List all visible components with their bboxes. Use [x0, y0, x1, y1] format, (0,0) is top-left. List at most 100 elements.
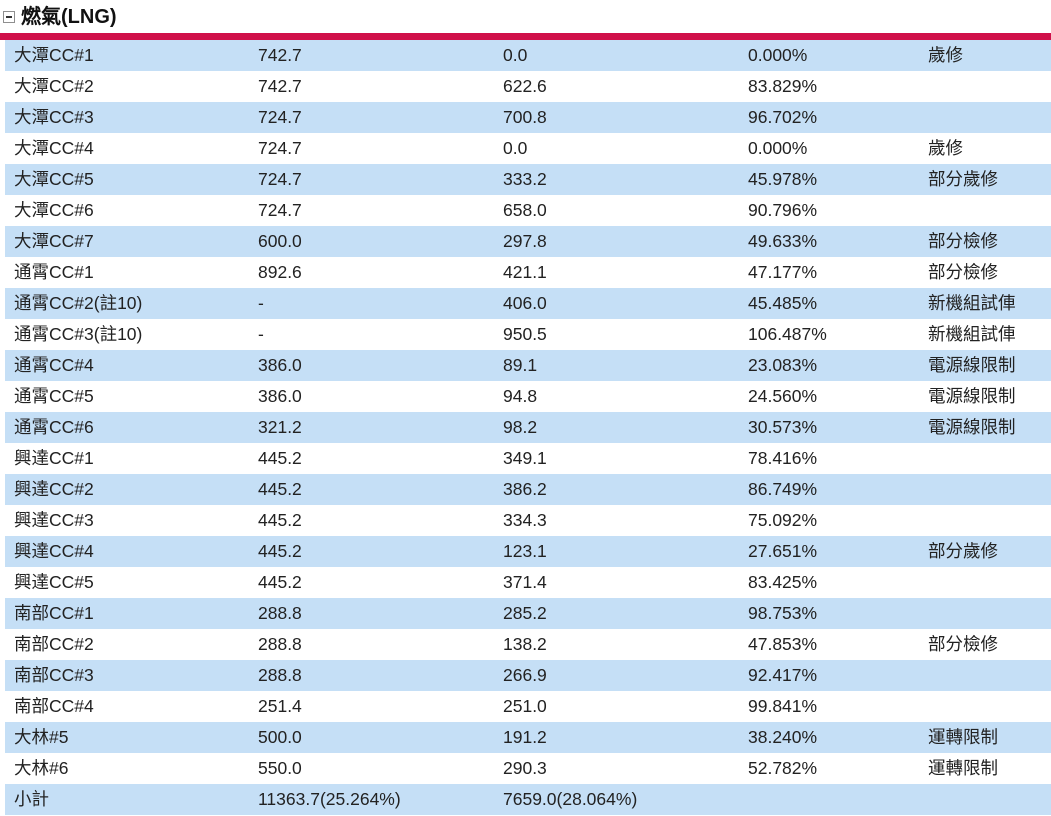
unit-name-cell: 興達CC#5 [14, 572, 94, 592]
table-row: 通霄CC#3(註10) - 950.5 106.487% 新機組試俥 [5, 319, 1051, 350]
unit-name-cell: 南部CC#1 [14, 603, 94, 623]
unit-name-cell: 南部CC#2 [14, 634, 94, 654]
percent-cell: 106.487% [748, 324, 827, 344]
table-row: 大潭CC#5 724.7 333.2 45.978% 部分歲修 [5, 164, 1051, 195]
note-cell: 歲修 [928, 138, 963, 158]
note-cell: 歲修 [928, 45, 963, 65]
output-cell: 297.8 [503, 231, 547, 251]
table-row: 通霄CC#6 321.2 98.2 30.573% 電源線限制 [5, 412, 1051, 443]
output-cell: 89.1 [503, 355, 538, 375]
note-cell: 部分歲修 [928, 541, 998, 561]
output-cell: 421.1 [503, 262, 547, 282]
table-row: 通霄CC#5 386.0 94.8 24.560% 電源線限制 [5, 381, 1051, 412]
percent-cell: 38.240% [748, 727, 818, 747]
table-row: 大潭CC#2 742.7 622.6 83.829% [5, 71, 1051, 102]
note-cell: 電源線限制 [928, 355, 1016, 375]
percent-cell: 78.416% [748, 448, 818, 468]
percent-cell: 0.000% [748, 45, 808, 65]
capacity-cell: 445.2 [258, 572, 302, 592]
table-row: 通霄CC#1 892.6 421.1 47.177% 部分檢修 [5, 257, 1051, 288]
capacity-cell: 445.2 [258, 541, 302, 561]
output-cell: 349.1 [503, 448, 547, 468]
unit-name-cell: 大林#6 [14, 758, 69, 778]
unit-name-cell: 小計 [14, 789, 49, 809]
capacity-cell: 288.8 [258, 665, 302, 685]
output-cell: 94.8 [503, 386, 538, 406]
unit-name-cell: 大林#5 [14, 727, 69, 747]
output-cell: 98.2 [503, 417, 538, 437]
table-row: 南部CC#3 288.8 266.9 92.417% [5, 660, 1051, 691]
capacity-cell: 600.0 [258, 231, 302, 251]
percent-cell: 96.702% [748, 107, 818, 127]
unit-name-cell: 大潭CC#1 [14, 45, 94, 65]
unit-name-cell: 興達CC#4 [14, 541, 94, 561]
percent-cell: 27.651% [748, 541, 818, 561]
note-cell: 新機組試俥 [928, 293, 1016, 313]
capacity-cell: 288.8 [258, 634, 302, 654]
percent-cell: 47.853% [748, 634, 818, 654]
percent-cell: 45.978% [748, 169, 818, 189]
percent-cell: 52.782% [748, 758, 818, 778]
table-row: 大潭CC#1 742.7 0.0 0.000% 歲修 [5, 40, 1051, 71]
unit-name-cell: 大潭CC#3 [14, 107, 94, 127]
output-cell: 0.0 [503, 45, 528, 65]
percent-cell: 47.177% [748, 262, 818, 282]
table-row: 興達CC#2 445.2 386.2 86.749% [5, 474, 1051, 505]
output-cell: 622.6 [503, 76, 547, 96]
percent-cell: 75.092% [748, 510, 818, 530]
percent-cell: 99.841% [748, 696, 818, 716]
note-cell: 部分歲修 [928, 169, 998, 189]
unit-name-cell: 興達CC#3 [14, 510, 94, 530]
capacity-cell: 892.6 [258, 262, 302, 282]
note-cell: 部分檢修 [928, 634, 998, 654]
table-row: 通霄CC#2(註10) - 406.0 45.485% 新機組試俥 [5, 288, 1051, 319]
capacity-cell: 445.2 [258, 448, 302, 468]
capacity-cell: 724.7 [258, 107, 302, 127]
capacity-cell: 742.7 [258, 45, 302, 65]
unit-name-cell: 南部CC#4 [14, 696, 94, 716]
section-title: 燃氣(LNG) [21, 5, 117, 28]
table-row: 大潭CC#3 724.7 700.8 96.702% [5, 102, 1051, 133]
table-row: 大林#5 500.0 191.2 38.240% 運轉限制 [5, 722, 1051, 753]
percent-cell: 92.417% [748, 665, 818, 685]
table-row: 大潭CC#4 724.7 0.0 0.000% 歲修 [5, 133, 1051, 164]
section-accent-bar [0, 33, 1051, 40]
output-cell: 285.2 [503, 603, 547, 623]
table-row: 興達CC#1 445.2 349.1 78.416% [5, 443, 1051, 474]
output-cell: 266.9 [503, 665, 547, 685]
percent-cell: 45.485% [748, 293, 818, 313]
output-cell: 7659.0(28.064%) [503, 789, 638, 809]
percent-cell: 86.749% [748, 479, 818, 499]
section-header: 燃氣(LNG) [0, 0, 1051, 33]
output-cell: 290.3 [503, 758, 547, 778]
table-row: 大潭CC#7 600.0 297.8 49.633% 部分檢修 [5, 226, 1051, 257]
unit-name-cell: 通霄CC#1 [14, 262, 94, 282]
percent-cell: 90.796% [748, 200, 818, 220]
table-row: 興達CC#4 445.2 123.1 27.651% 部分歲修 [5, 536, 1051, 567]
output-cell: 333.2 [503, 169, 547, 189]
capacity-cell: 724.7 [258, 138, 302, 158]
output-cell: 138.2 [503, 634, 547, 654]
table-row: 大林#6 550.0 290.3 52.782% 運轉限制 [5, 753, 1051, 784]
note-cell: 電源線限制 [928, 386, 1016, 406]
output-cell: 950.5 [503, 324, 547, 344]
capacity-cell: - [258, 293, 264, 313]
collapse-toggle-icon[interactable] [3, 10, 15, 23]
unit-name-cell: 南部CC#3 [14, 665, 94, 685]
output-cell: 406.0 [503, 293, 547, 313]
unit-name-cell: 大潭CC#5 [14, 169, 94, 189]
output-cell: 371.4 [503, 572, 547, 592]
percent-cell: 30.573% [748, 417, 818, 437]
output-cell: 191.2 [503, 727, 547, 747]
unit-name-cell: 通霄CC#5 [14, 386, 94, 406]
table-row: 通霄CC#4 386.0 89.1 23.083% 電源線限制 [5, 350, 1051, 381]
note-cell: 運轉限制 [928, 758, 998, 778]
unit-name-cell: 通霄CC#2(註10) [14, 293, 143, 313]
capacity-cell: 251.4 [258, 696, 302, 716]
unit-name-cell: 大潭CC#6 [14, 200, 94, 220]
output-cell: 700.8 [503, 107, 547, 127]
table-row: 興達CC#5 445.2 371.4 83.425% [5, 567, 1051, 598]
unit-name-cell: 通霄CC#3(註10) [14, 324, 143, 344]
output-cell: 386.2 [503, 479, 547, 499]
